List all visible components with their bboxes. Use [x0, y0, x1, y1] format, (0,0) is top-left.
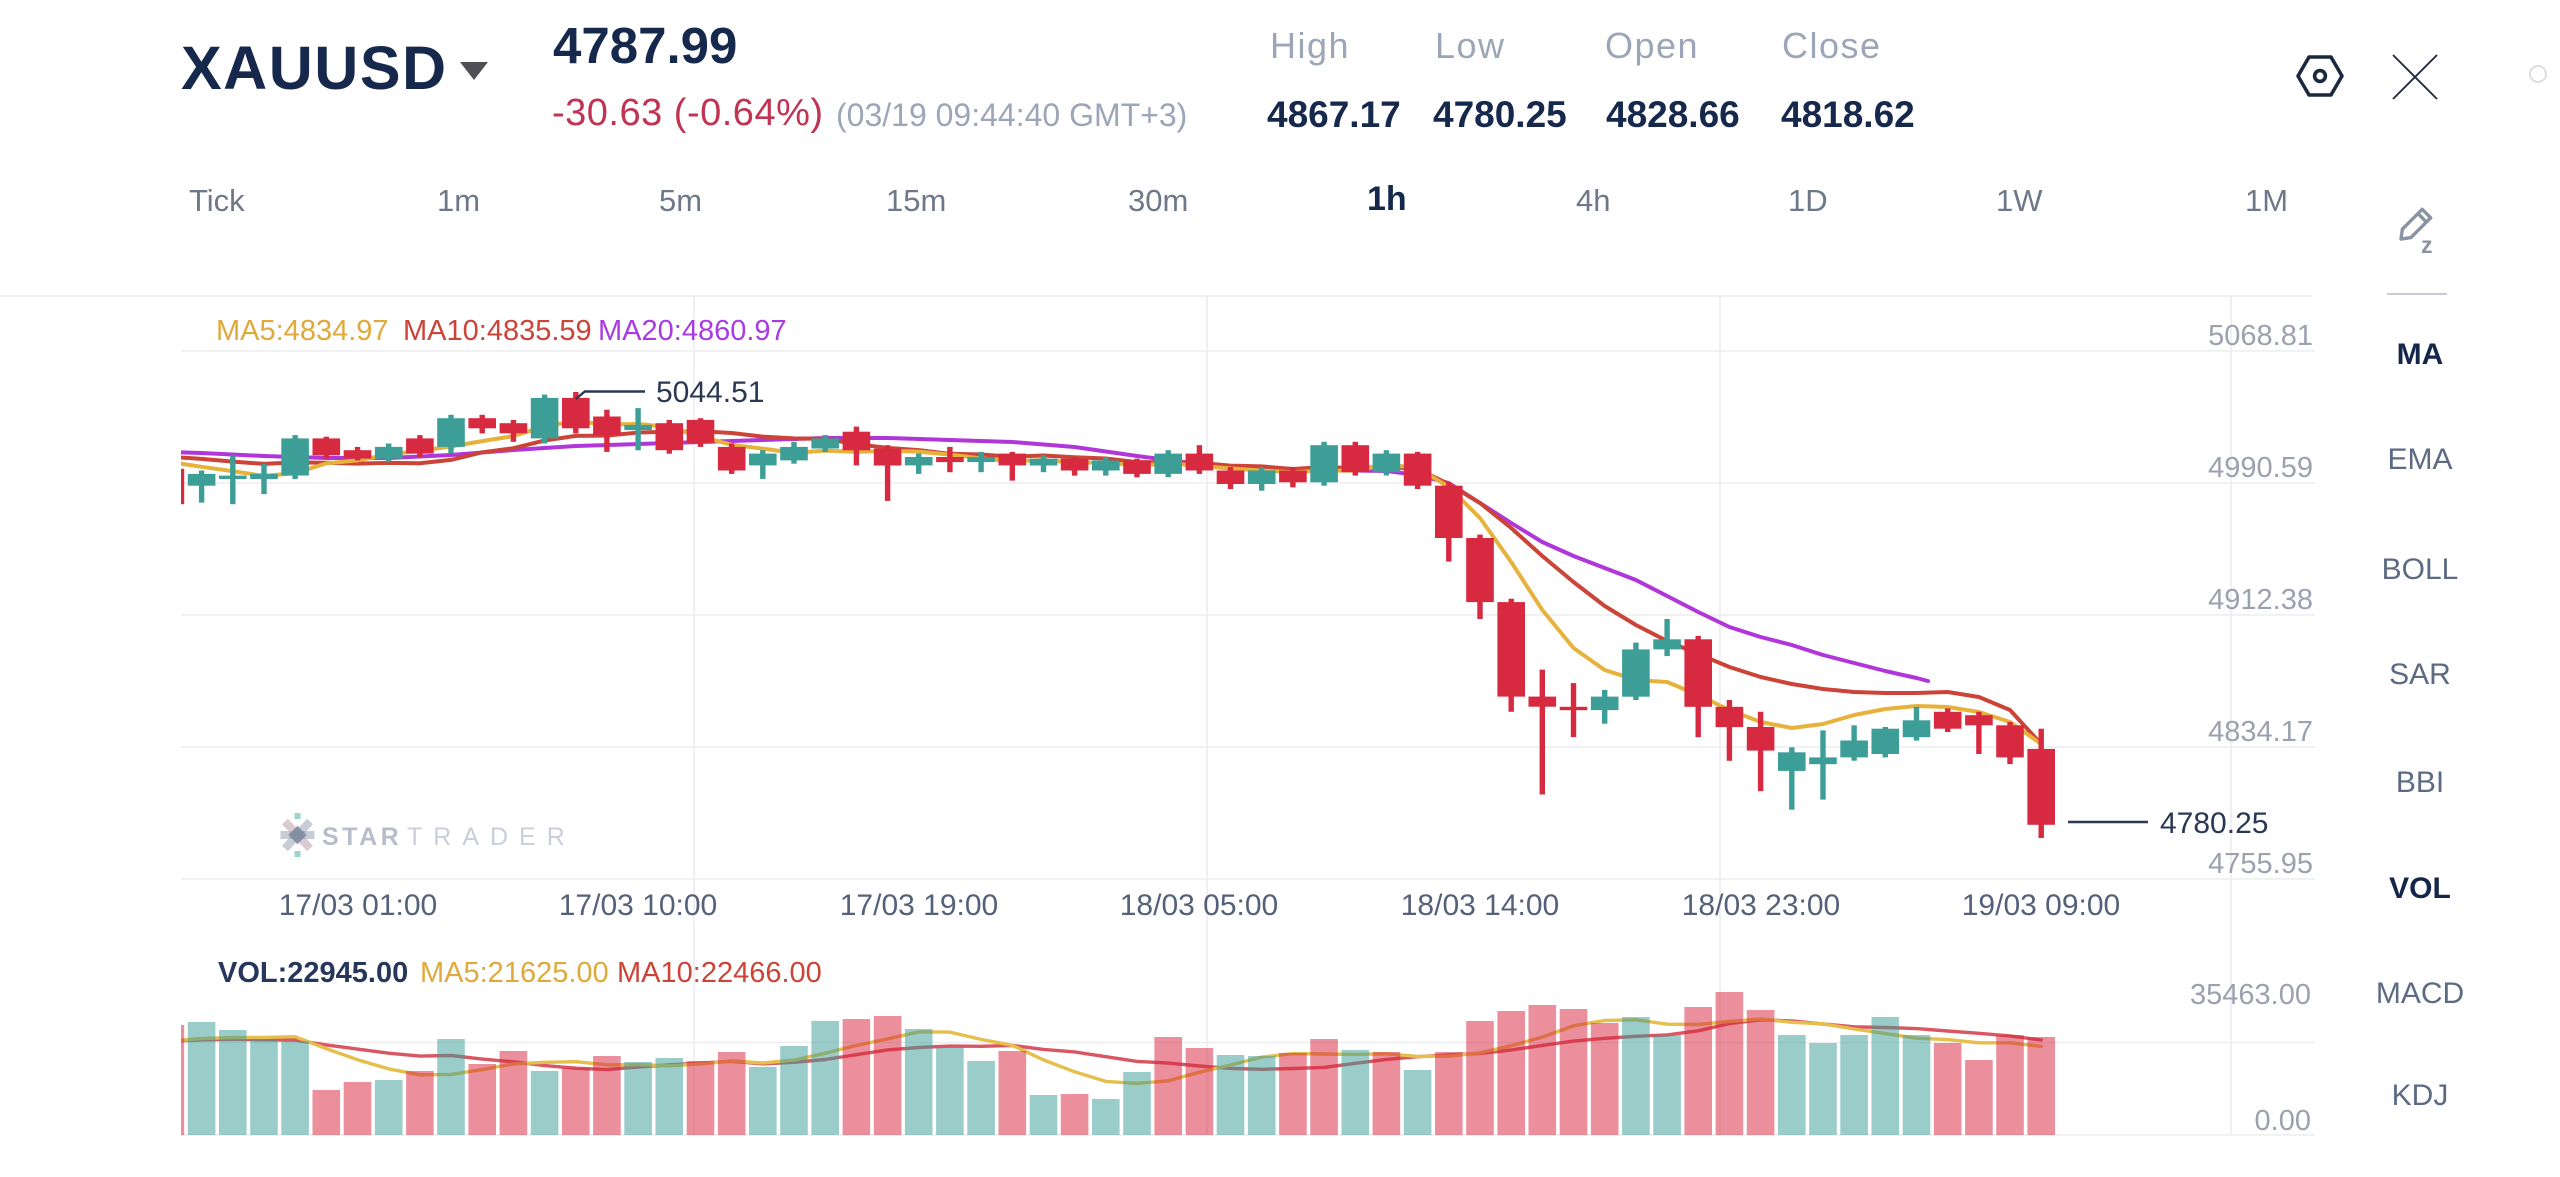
svg-text:0.00: 0.00 [2255, 1105, 2311, 1137]
svg-text:5044.51: 5044.51 [656, 376, 764, 409]
svg-text:MA20:4860.97: MA20:4860.97 [598, 315, 787, 347]
svg-text:VOL:22945.00: VOL:22945.00 [218, 957, 408, 989]
svg-text:4780.25: 4780.25 [2160, 807, 2268, 840]
svg-text:MA10:4835.59: MA10:4835.59 [403, 315, 592, 347]
svg-text:19/03 09:00: 19/03 09:00 [1962, 889, 2120, 922]
svg-text:18/03 05:00: 18/03 05:00 [1120, 889, 1278, 922]
svg-text:MA10:22466.00: MA10:22466.00 [617, 957, 822, 989]
svg-text:STAR: STAR [322, 823, 402, 851]
svg-text:MA5:21625.00: MA5:21625.00 [420, 957, 609, 989]
svg-text:18/03 14:00: 18/03 14:00 [1401, 889, 1559, 922]
svg-text:18/03 23:00: 18/03 23:00 [1682, 889, 1840, 922]
svg-text:MA5:4834.97: MA5:4834.97 [216, 315, 389, 347]
svg-text:4990.59: 4990.59 [2208, 452, 2313, 484]
svg-text:z: z [2421, 232, 2433, 256]
svg-text:5068.81: 5068.81 [2208, 320, 2313, 352]
svg-text:17/03 19:00: 17/03 19:00 [840, 889, 998, 922]
svg-text:4755.95: 4755.95 [2208, 848, 2313, 880]
svg-text:4912.38: 4912.38 [2208, 584, 2313, 616]
svg-text:TRADER: TRADER [407, 823, 576, 851]
svg-text:35463.00: 35463.00 [2190, 979, 2311, 1011]
svg-text:4834.17: 4834.17 [2208, 716, 2313, 748]
svg-text:17/03 10:00: 17/03 10:00 [559, 889, 717, 922]
svg-text:17/03 01:00: 17/03 01:00 [279, 889, 437, 922]
